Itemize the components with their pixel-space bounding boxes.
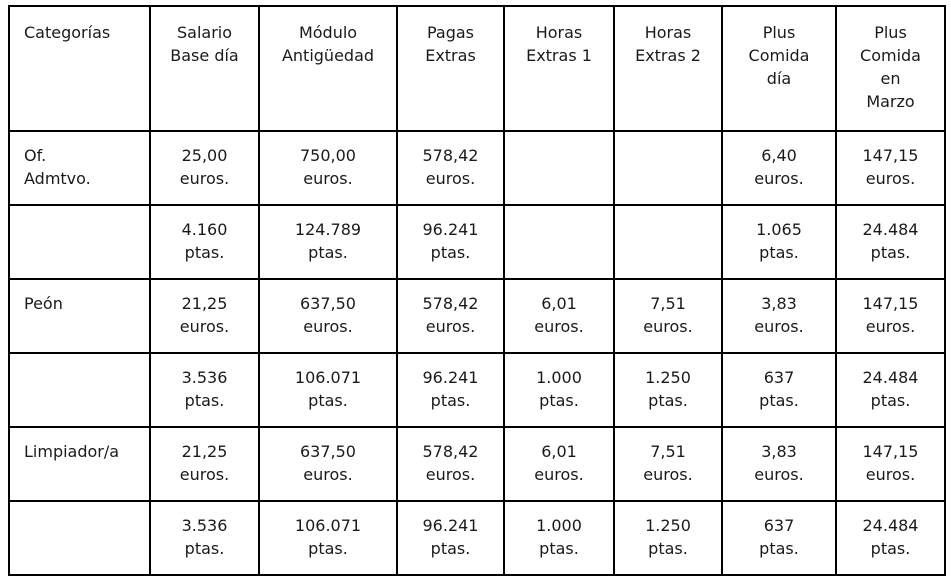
table-cell: 637,50 euros. xyxy=(258,426,398,502)
table-cell xyxy=(613,130,723,206)
column-header-horas-extras-1: Horas Extras 1 xyxy=(503,5,615,132)
table-cell xyxy=(503,130,615,206)
category-cell: Peón xyxy=(8,278,151,354)
category-cell xyxy=(8,352,151,428)
table-cell: 578,42 euros. xyxy=(396,278,505,354)
table-cell: 24.484 ptas. xyxy=(835,500,946,576)
table-cell: 96.241 ptas. xyxy=(396,500,505,576)
table-cell: 96.241 ptas. xyxy=(396,204,505,280)
table-cell: 1.065 ptas. xyxy=(721,204,837,280)
table-row-of-admtvo-euros: Of. Admtvo. 25,00 euros. 750,00 euros. 5… xyxy=(8,130,946,206)
table-cell: 637 ptas. xyxy=(721,352,837,428)
table-cell: 3,83 euros. xyxy=(721,426,837,502)
table-cell: 3.536 ptas. xyxy=(149,500,260,576)
table-cell: 21,25 euros. xyxy=(149,278,260,354)
table-cell: 24.484 ptas. xyxy=(835,204,946,280)
table-row-limpiador-ptas: 3.536 ptas. 106.071 ptas. 96.241 ptas. 1… xyxy=(8,500,946,576)
salary-table: Categorías Salario Base día Módulo Antig… xyxy=(8,5,946,576)
table-cell: 7,51 euros. xyxy=(613,426,723,502)
column-header-plus-comida-dia: Plus Comida día xyxy=(721,5,837,132)
table-cell: 3,83 euros. xyxy=(721,278,837,354)
table-cell: 96.241 ptas. xyxy=(396,352,505,428)
table-cell: 637 ptas. xyxy=(721,500,837,576)
category-cell: Limpiador/a xyxy=(8,426,151,502)
table-cell: 6,40 euros. xyxy=(721,130,837,206)
category-cell: Of. Admtvo. xyxy=(8,130,151,206)
table-cell xyxy=(613,204,723,280)
table-cell: 6,01 euros. xyxy=(503,426,615,502)
table-cell xyxy=(503,204,615,280)
table-cell: 24.484 ptas. xyxy=(835,352,946,428)
table-cell: 637,50 euros. xyxy=(258,278,398,354)
table-cell: 578,42 euros. xyxy=(396,130,505,206)
table-cell: 124.789 ptas. xyxy=(258,204,398,280)
column-header-salario-base-dia: Salario Base día xyxy=(149,5,260,132)
category-cell xyxy=(8,204,151,280)
table-cell: 3.536 ptas. xyxy=(149,352,260,428)
table-cell: 25,00 euros. xyxy=(149,130,260,206)
table-cell: 1.250 ptas. xyxy=(613,352,723,428)
column-header-horas-extras-2: Horas Extras 2 xyxy=(613,5,723,132)
table-cell: 21,25 euros. xyxy=(149,426,260,502)
table-cell: 106.071 ptas. xyxy=(258,500,398,576)
column-header-pagas-extras: Pagas Extras xyxy=(396,5,505,132)
column-header-modulo-antiguedad: Módulo Antigüedad xyxy=(258,5,398,132)
table-cell: 147,15 euros. xyxy=(835,130,946,206)
table-row-limpiador-euros: Limpiador/a 21,25 euros. 637,50 euros. 5… xyxy=(8,426,946,502)
table-cell: 147,15 euros. xyxy=(835,278,946,354)
table-cell: 7,51 euros. xyxy=(613,278,723,354)
column-header-plus-comida-marzo: Plus Comida en Marzo xyxy=(835,5,946,132)
table-cell: 106.071 ptas. xyxy=(258,352,398,428)
table-cell: 4.160 ptas. xyxy=(149,204,260,280)
table-cell: 147,15 euros. xyxy=(835,426,946,502)
table-cell: 1.000 ptas. xyxy=(503,352,615,428)
table-row-peon-ptas: 3.536 ptas. 106.071 ptas. 96.241 ptas. 1… xyxy=(8,352,946,428)
table-cell: 578,42 euros. xyxy=(396,426,505,502)
category-cell xyxy=(8,500,151,576)
table-cell: 750,00 euros. xyxy=(258,130,398,206)
table-row-of-admtvo-ptas: 4.160 ptas. 124.789 ptas. 96.241 ptas. 1… xyxy=(8,204,946,280)
table-cell: 1.000 ptas. xyxy=(503,500,615,576)
column-header-categorias: Categorías xyxy=(8,5,151,132)
table-row-peon-euros: Peón 21,25 euros. 637,50 euros. 578,42 e… xyxy=(8,278,946,354)
header-row: Categorías Salario Base día Módulo Antig… xyxy=(8,5,946,132)
table-cell: 1.250 ptas. xyxy=(613,500,723,576)
table-cell: 6,01 euros. xyxy=(503,278,615,354)
